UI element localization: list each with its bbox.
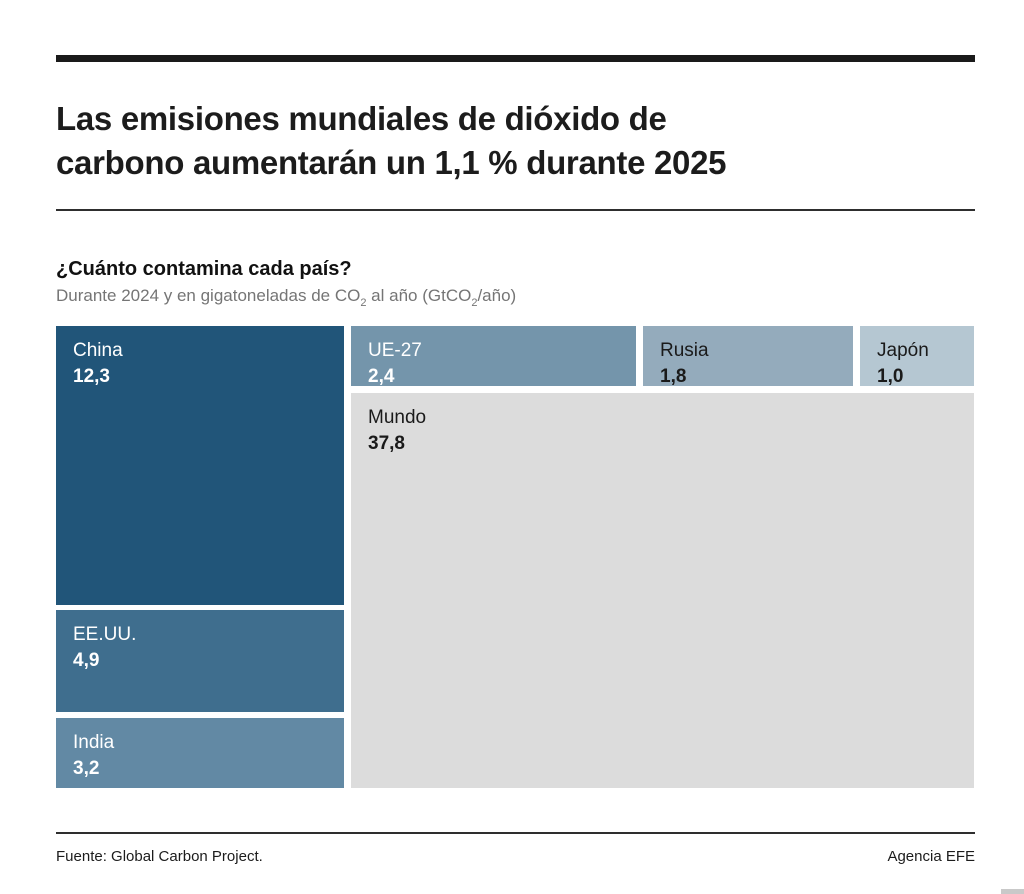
tile-value: 4,9 [73, 650, 100, 671]
tile-value: 2,4 [368, 366, 395, 387]
chart-subtitle-text: al año (GtCO [366, 286, 472, 305]
treemap-tile-china: China 12,3 [56, 326, 344, 605]
title-divider [56, 209, 975, 211]
agency-credit: Agencia EFE [887, 848, 975, 865]
co2-subscript: 2 [360, 297, 367, 309]
page-title-line2: carbono aumentarán un 1,1 % durante 2025 [56, 144, 727, 181]
tile-label: Japón [877, 340, 929, 361]
top-rule [56, 55, 975, 62]
corner-artifact [1001, 889, 1024, 894]
tile-value: 3,2 [73, 758, 100, 779]
treemap-tile-japon: Japón 1,0 [860, 326, 974, 387]
chart-subtitle: Durante 2024 y en gigatoneladas de CO2 a… [56, 286, 516, 309]
chart-subtitle-text: /año) [477, 286, 517, 305]
footer: Fuente: Global Carbon Project. Agencia E… [56, 848, 975, 865]
treemap-tile-mundo: Mundo 37,8 [351, 393, 974, 788]
treemap-chart: China 12,3 EE.UU. 4,9 India 3,2 UE-27 2,… [56, 326, 974, 788]
page-title-line1: Las emisiones mundiales de dióxido de [56, 100, 667, 137]
chart-subtitle-text: Durante 2024 y en gigatoneladas de CO [56, 286, 361, 305]
tile-label: EE.UU. [73, 624, 137, 645]
source-credit: Fuente: Global Carbon Project. [56, 848, 263, 865]
footer-rule [56, 832, 975, 834]
treemap-tile-rusia: Rusia 1,8 [643, 326, 853, 387]
tile-label: India [73, 732, 115, 753]
tile-label: China [73, 340, 123, 361]
chart-question: ¿Cuánto contamina cada país? [56, 258, 352, 280]
co2-subscript: 2 [471, 297, 478, 309]
tile-value: 12,3 [73, 366, 110, 387]
treemap-tile-ue27: UE-27 2,4 [351, 326, 636, 387]
tile-label: Rusia [660, 340, 709, 361]
tile-label: UE-27 [368, 340, 422, 361]
treemap-tile-eeuu: EE.UU. 4,9 [56, 610, 344, 712]
tile-label: Mundo [368, 407, 427, 428]
tile-value: 1,8 [660, 366, 687, 387]
page-title: Las emisiones mundiales de dióxido de ca… [56, 97, 916, 185]
treemap-tile-india: India 3,2 [56, 718, 344, 788]
tile-value: 1,0 [877, 366, 904, 387]
tile-value: 37,8 [368, 433, 405, 454]
